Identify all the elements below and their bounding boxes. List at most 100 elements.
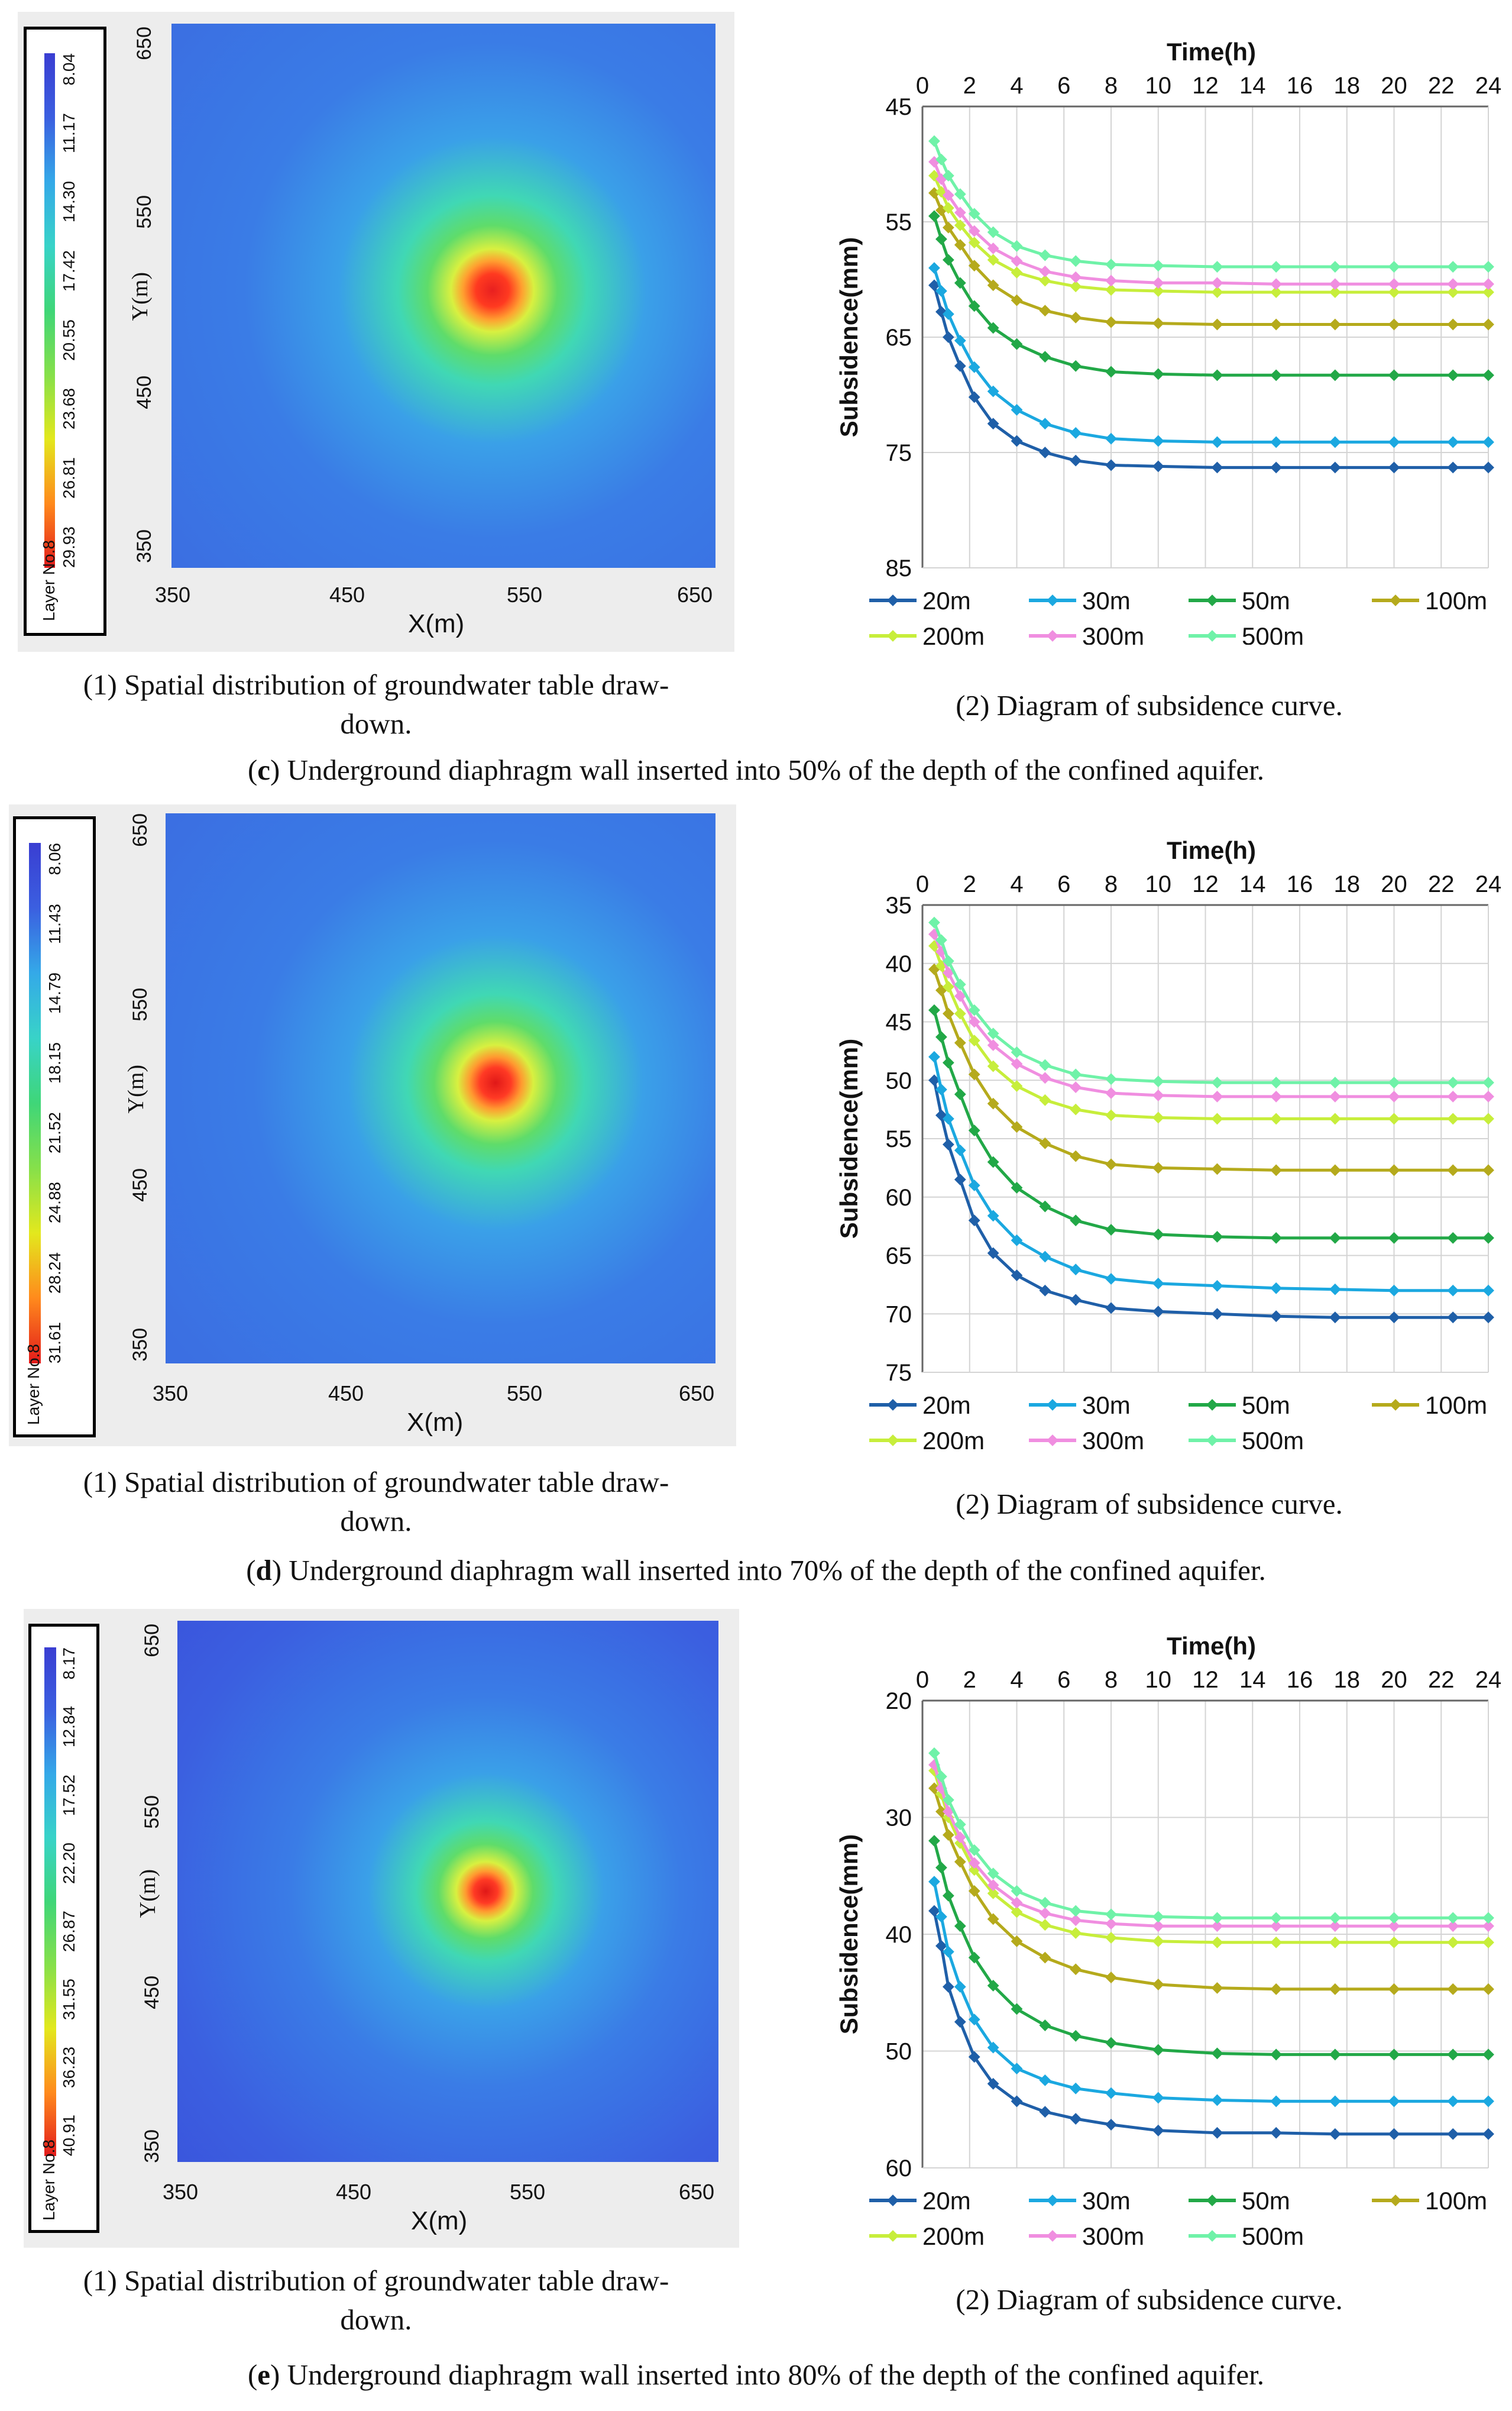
data-point: [1447, 1091, 1459, 1103]
data-point: [1270, 1232, 1283, 1244]
contour-plot: [177, 1621, 718, 2162]
panel-caption-text: Underground diaphragm wall inserted into…: [287, 2358, 1265, 2391]
data-point: [1211, 1077, 1223, 1089]
data-point: [1270, 318, 1283, 331]
y-tick-label: 40: [886, 1922, 912, 1948]
y-tick-label: 75: [886, 440, 912, 466]
data-point: [1329, 2095, 1341, 2108]
data-point: [1152, 2124, 1164, 2137]
data-point: [1211, 369, 1223, 382]
legend-value: 26.87: [60, 1910, 78, 1952]
data-point: [1105, 2037, 1117, 2049]
data-point: [1070, 1263, 1082, 1276]
data-point: [1447, 1113, 1459, 1125]
data-point: [1482, 1232, 1494, 1244]
legend-marker: [1206, 2195, 1218, 2206]
data-point: [1152, 260, 1164, 272]
data-point: [1270, 1282, 1283, 1294]
legend-box: 8.04 11.17 14.30 17.42 20.55 23.68 26.81…: [24, 27, 106, 636]
data-point: [1039, 1919, 1051, 1931]
data-point: [1070, 2029, 1082, 2042]
data-point: [1211, 1279, 1223, 1292]
data-point: [1070, 2113, 1082, 2125]
map-caption-line-1: (1) Spatial distribution of groundwater …: [83, 2264, 669, 2297]
legend-label: 500m: [1242, 2222, 1304, 2245]
x-tick-label: 4: [1010, 1667, 1023, 1693]
data-point: [1152, 1090, 1164, 1101]
x-tick-label: 20: [1381, 1667, 1407, 1693]
legend-value: 26.81: [60, 457, 78, 499]
legend-marker: [887, 2195, 899, 2206]
data-point: [1329, 436, 1341, 448]
legend-value: 21.52: [46, 1112, 64, 1154]
data-point: [1011, 255, 1023, 267]
legend-label: 20m: [922, 1391, 971, 1419]
x-tick-label: 12: [1192, 1667, 1219, 1693]
legend-marker: [887, 630, 899, 642]
data-point: [1011, 1046, 1023, 1058]
data-point: [1152, 317, 1164, 329]
data-point: [1011, 294, 1023, 306]
x-tick-label: 4: [1010, 871, 1023, 897]
data-point: [1211, 1912, 1223, 1924]
y-axis-label: Y(m): [128, 272, 153, 321]
data-point: [1329, 286, 1341, 298]
data-point: [1270, 1310, 1283, 1323]
data-point: [1329, 318, 1341, 331]
legend-marker: [1390, 594, 1401, 606]
legend-marker: [1206, 1399, 1218, 1411]
data-point: [1152, 1111, 1164, 1124]
data-point: [954, 1920, 966, 1932]
map-caption-line-2: down.: [340, 2303, 412, 2336]
data-point: [968, 1951, 980, 1964]
x-tick: 350: [163, 2180, 199, 2204]
x-tick-label: 8: [1105, 1667, 1118, 1693]
legend-value: 14.30: [60, 180, 78, 223]
data-point: [987, 1097, 999, 1110]
data-point: [1388, 369, 1400, 382]
data-point: [954, 277, 966, 289]
data-point: [942, 1138, 954, 1150]
map-caption: (1) Spatial distribution of groundwater …: [18, 665, 734, 744]
data-point: [942, 1007, 954, 1020]
data-point: [1105, 1109, 1117, 1122]
data-point: [954, 188, 966, 201]
legend-value: 36.23: [60, 2046, 78, 2088]
data-point: [1039, 447, 1051, 458]
x-tick-label: 6: [1057, 73, 1070, 99]
data-point: [1105, 366, 1117, 378]
data-point: [1270, 1983, 1283, 1995]
data-point: [1388, 436, 1400, 448]
y-tick: 450: [133, 376, 156, 409]
data-point: [1039, 1907, 1051, 1919]
data-point: [1388, 1091, 1400, 1103]
data-point: [1270, 2048, 1283, 2061]
y-axis-label: Y(m): [124, 1065, 148, 1114]
x-axis-title: Time(h): [1167, 1632, 1256, 1660]
y-axis-title: Subsidence(mm): [835, 1039, 863, 1239]
data-point: [1105, 1302, 1117, 1314]
legend-value: 8.06: [46, 843, 64, 875]
data-point: [1070, 1081, 1082, 1093]
data-point: [1152, 1979, 1164, 1990]
x-tick-label: 0: [916, 871, 929, 897]
data-point: [1011, 338, 1023, 350]
data-point: [1211, 1920, 1223, 1932]
y-tick: 650: [129, 813, 151, 847]
y-axis-title: Subsidence(mm): [835, 1834, 863, 2034]
data-point: [987, 322, 999, 334]
layer-label: Layer No.8: [40, 2139, 58, 2221]
data-point: [1388, 1920, 1400, 1932]
legend-value: 31.61: [46, 1321, 64, 1363]
legend-value: 8.04: [60, 53, 78, 86]
legend-marker: [887, 1434, 899, 1446]
data-point: [942, 1889, 954, 1902]
data-point: [987, 385, 999, 397]
data-point: [968, 1179, 980, 1191]
legend-values: 8.06 11.43 14.79 18.15 21.52 24.88 28.24…: [46, 843, 81, 1363]
data-point: [1447, 1311, 1459, 1324]
data-point: [935, 1940, 947, 1952]
legend-label: 200m: [922, 1427, 985, 1449]
data-point: [1388, 1232, 1400, 1244]
data-point: [942, 1056, 954, 1069]
